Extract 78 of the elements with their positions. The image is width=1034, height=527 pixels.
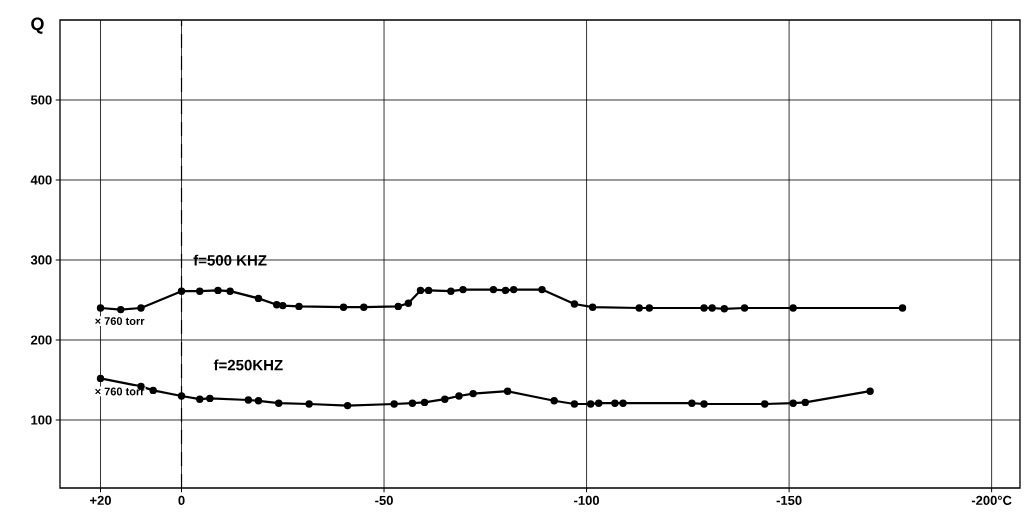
point [645, 304, 654, 312]
point [586, 400, 595, 408]
series-label: f=500 KHZ [193, 254, 267, 266]
series-label: f=250KHZ [213, 359, 283, 371]
point [273, 301, 281, 309]
point [279, 301, 287, 310]
x-tick-label: +20 [90, 495, 111, 505]
point [789, 399, 797, 407]
point [469, 389, 477, 398]
point [761, 400, 769, 408]
point [117, 305, 125, 314]
point [708, 304, 716, 312]
point [254, 294, 263, 303]
point [244, 396, 253, 404]
point [149, 386, 157, 395]
annotation: × 760 torr [95, 317, 145, 325]
point [137, 304, 145, 312]
x-tick-label: -50 [375, 495, 393, 505]
x-tick-label: -100 [574, 495, 600, 505]
point [503, 387, 512, 395]
point [740, 304, 749, 312]
point [619, 399, 627, 407]
point [538, 285, 546, 294]
annotation: × 760 torr [95, 387, 145, 396]
point [420, 398, 429, 407]
point [416, 286, 425, 295]
point [343, 401, 352, 410]
point [501, 286, 510, 295]
point [866, 387, 874, 395]
point [635, 304, 643, 312]
point [404, 299, 413, 307]
point [801, 398, 809, 407]
point [394, 302, 402, 311]
point [424, 286, 433, 295]
x-tick-label: -200°C [971, 495, 1012, 505]
point [96, 374, 105, 383]
point [550, 397, 558, 405]
point [226, 287, 234, 295]
point [214, 286, 222, 295]
point [720, 305, 728, 313]
point [275, 399, 283, 407]
y-tick-label: 200 [30, 335, 52, 345]
y-tick-label: 300 [30, 255, 52, 265]
point [196, 395, 204, 403]
point [177, 392, 186, 400]
point [588, 303, 597, 311]
point [408, 399, 417, 407]
point [570, 300, 579, 308]
point [96, 304, 105, 312]
point [196, 287, 204, 295]
point [360, 303, 368, 311]
point [688, 399, 696, 407]
point [390, 400, 398, 408]
point [441, 395, 449, 403]
point [295, 302, 303, 311]
point [789, 304, 797, 312]
x-tick-label: -150 [776, 495, 802, 505]
point [489, 285, 498, 294]
y-tick-label: 400 [30, 175, 52, 185]
x-tick-label: 0 [178, 495, 185, 505]
point [339, 303, 348, 311]
point [700, 304, 708, 312]
point [611, 399, 619, 407]
y-tick-label: 100 [31, 415, 52, 425]
point [254, 397, 263, 405]
point [206, 394, 214, 403]
point [898, 304, 907, 312]
point [595, 399, 603, 407]
point [177, 287, 186, 295]
y-axis-title: Q [31, 17, 44, 34]
point [447, 287, 455, 295]
point [459, 285, 467, 294]
point [700, 400, 708, 408]
point [305, 400, 313, 408]
point [509, 285, 518, 294]
point [570, 400, 579, 408]
point [455, 392, 463, 400]
y-tick-label: 500 [30, 95, 52, 105]
